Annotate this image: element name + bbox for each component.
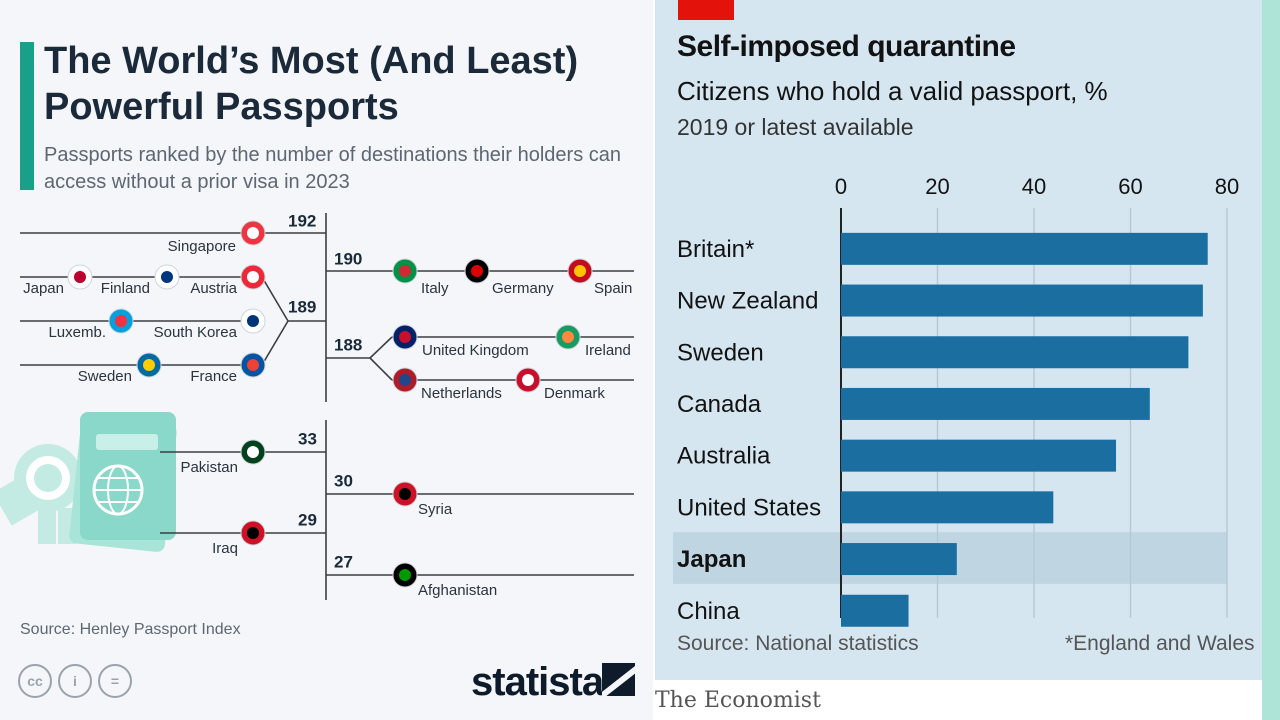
tick-label-20: 20 [925,174,949,199]
country-label-syria: Syria [418,501,453,518]
no-derivatives-icon[interactable]: = [98,664,132,698]
category-label-new-zealand: New Zealand [677,288,818,315]
bar-canada [841,387,1150,420]
country-label-south-korea: South Korea [154,324,238,341]
flag-singapore-icon [240,220,266,246]
score-190: 190 [334,249,362,268]
statista-source: Source: Henley Passport Index [20,621,241,638]
country-label-sweden: Sweden [78,368,132,385]
category-label-sweden: Sweden [677,339,764,366]
economist-source: Source: National statistics [677,632,919,655]
category-label-united-states: United States [677,494,821,521]
flag-denmark-icon [515,367,541,393]
country-label-singapore: Singapore [168,238,236,255]
creative-commons-icon[interactable]: cc [18,664,52,698]
bar-australia [841,439,1117,472]
flag-ireland-icon [555,324,581,350]
score-189: 189 [288,297,316,316]
flag-iraq-icon [240,520,266,546]
flag-france-icon [240,352,266,378]
tick-label-60: 60 [1118,174,1142,199]
country-label-netherlands: Netherlands [421,385,502,402]
score-188: 188 [334,335,362,354]
bar-britain [841,232,1208,265]
flag-finland-icon [154,264,180,290]
flag-south-korea-icon [240,308,266,334]
flag-sweden-icon [136,352,162,378]
bar-japan [841,543,957,576]
category-label-japan: Japan [677,546,746,573]
country-label-pakistan: Pakistan [180,459,238,476]
category-label-australia: Australia [677,443,771,470]
title-accent-bar [20,42,34,190]
country-label-austria: Austria [190,280,237,297]
country-label-iraq: Iraq [212,540,238,557]
statista-logo[interactable]: statista [471,660,604,704]
category-label-china: China [677,598,740,625]
score-30: 30 [334,471,353,490]
flag-syria-icon [392,481,418,507]
economist-footnote: *England and Wales [1065,632,1255,655]
bar-united-states [841,491,1054,524]
country-label-japan: Japan [23,280,64,297]
flag-germany-icon [464,258,490,284]
score-27: 27 [334,552,353,571]
attribution-icon[interactable]: i [58,664,92,698]
tick-label-0: 0 [835,174,847,199]
country-label-ireland: Ireland [585,342,631,359]
side-strip [1262,0,1280,720]
country-label-afghanistan: Afghanistan [418,582,497,599]
statista-title: The World’s Most (And Least) Powerful Pa… [44,40,579,128]
country-label-united-kingdom: United Kingdom [422,342,529,359]
flag-united-kingdom-icon [392,324,418,350]
flag-austria-icon [240,264,266,290]
flag-italy-icon [392,258,418,284]
bar-new-zealand [841,284,1203,317]
country-label-germany: Germany [492,280,554,297]
score-33: 33 [298,429,317,448]
flag-netherlands-icon [392,367,418,393]
country-label-italy: Italy [421,280,449,297]
country-label-luxemb: Luxemb. [48,324,106,341]
economist-title: Self-imposed quarantine [677,30,1016,63]
flag-luxemb-icon [108,308,134,334]
passport-ranking-chart: 192 Singapore 190 Italy Germany Spain 189 Japan… [0,211,634,600]
score-29: 29 [298,510,317,529]
bar-sweden [841,336,1189,369]
category-label-canada: Canada [677,391,762,418]
bar-china [841,594,909,627]
economist-note: 2019 or latest available [677,114,914,140]
country-label-france: France [190,368,237,385]
category-label-britain: Britain* [677,236,754,263]
economist-logo[interactable]: The Economist [655,688,821,713]
score-192: 192 [288,211,316,230]
flag-spain-icon [567,258,593,284]
country-label-denmark: Denmark [544,385,605,402]
flag-japan-icon [67,264,93,290]
economist-subtitle: Citizens who hold a valid passport, % [677,76,1108,106]
statista-logo-mark [602,663,635,696]
country-label-finland: Finland [101,280,150,297]
tick-label-80: 80 [1215,174,1239,199]
flag-pakistan-icon [240,439,266,465]
flag-afghanistan-icon [392,562,418,588]
tick-label-40: 40 [1022,174,1046,199]
statista-subtitle: Passports ranked by the number of destin… [44,144,621,193]
country-label-spain: Spain [594,280,632,297]
passport-illustration [0,412,177,552]
economist-red-tag [678,0,734,20]
